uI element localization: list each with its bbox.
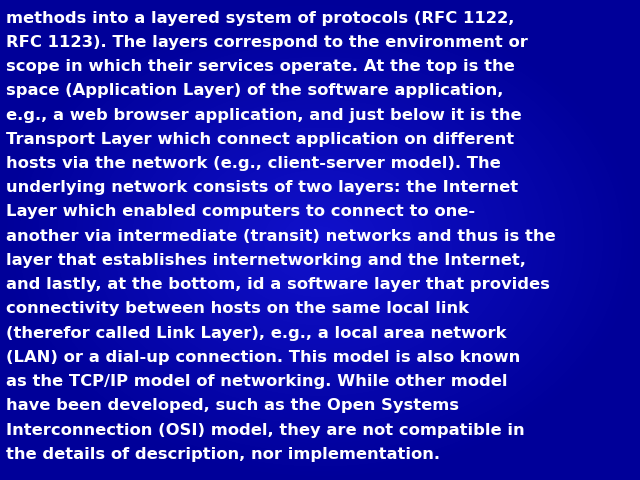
Text: RFC 1123). The layers correspond to the environment or: RFC 1123). The layers correspond to the …	[6, 35, 528, 50]
Text: the details of description, nor implementation.: the details of description, nor implemen…	[6, 447, 440, 462]
Text: (therefor called Link Layer), e.g., a local area network: (therefor called Link Layer), e.g., a lo…	[6, 326, 507, 341]
Text: another via intermediate (transit) networks and thus is the: another via intermediate (transit) netwo…	[6, 229, 556, 244]
Text: and lastly, at the bottom, id a software layer that provides: and lastly, at the bottom, id a software…	[6, 277, 550, 292]
Text: Interconnection (OSI) model, they are not compatible in: Interconnection (OSI) model, they are no…	[6, 423, 525, 438]
Text: underlying network consists of two layers: the Internet: underlying network consists of two layer…	[6, 180, 518, 195]
Text: (LAN) or a dial-up connection. This model is also known: (LAN) or a dial-up connection. This mode…	[6, 350, 521, 365]
Text: have been developed, such as the Open Systems: have been developed, such as the Open Sy…	[6, 398, 460, 413]
Text: hosts via the network (e.g., client-server model). The: hosts via the network (e.g., client-serv…	[6, 156, 501, 171]
Text: methods into a layered system of protocols (RFC 1122,: methods into a layered system of protoco…	[6, 11, 515, 25]
Text: connectivity between hosts on the same local link: connectivity between hosts on the same l…	[6, 301, 469, 316]
Text: scope in which their services operate. At the top is the: scope in which their services operate. A…	[6, 59, 515, 74]
Text: space (Application Layer) of the software application,: space (Application Layer) of the softwar…	[6, 84, 504, 98]
Text: Layer which enabled computers to connect to one-: Layer which enabled computers to connect…	[6, 204, 476, 219]
Text: Transport Layer which connect application on different: Transport Layer which connect applicatio…	[6, 132, 515, 147]
Text: e.g., a web browser application, and just below it is the: e.g., a web browser application, and jus…	[6, 108, 522, 122]
Text: as the TCP/IP model of networking. While other model: as the TCP/IP model of networking. While…	[6, 374, 508, 389]
Text: layer that establishes internetworking and the Internet,: layer that establishes internetworking a…	[6, 253, 526, 268]
